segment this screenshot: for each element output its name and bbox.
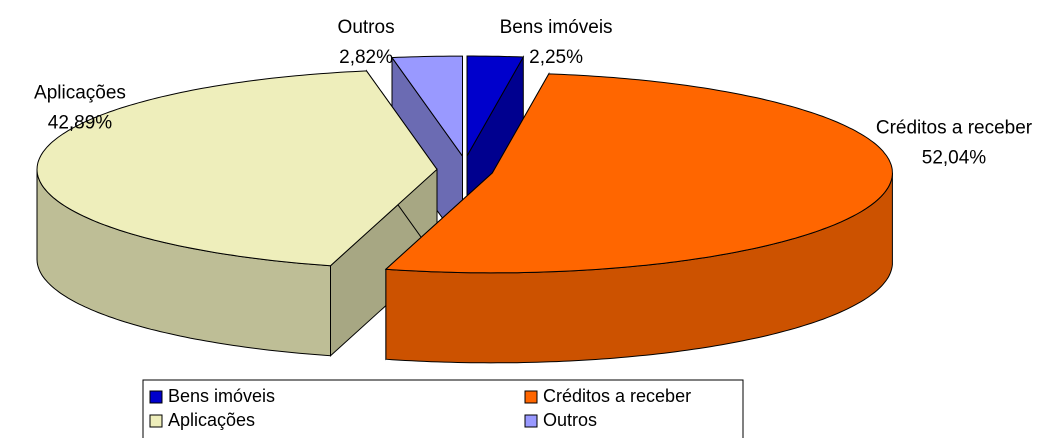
slice-value-label: 42,89% bbox=[48, 113, 113, 134]
legend-label: Bens imóveis bbox=[168, 386, 275, 406]
slice-labels: Bens imóveis 2,25% Créditos a receber 52,04… bbox=[34, 17, 1033, 169]
legend-label: Outros bbox=[543, 410, 597, 430]
slice-value-label: 52,04% bbox=[922, 148, 987, 169]
slice bbox=[391, 55, 463, 158]
legend-swatch bbox=[524, 414, 538, 428]
slice-value-label: 2,25% bbox=[529, 47, 583, 68]
legend-swatch bbox=[149, 414, 163, 428]
slice bbox=[466, 55, 525, 158]
legend-swatch bbox=[149, 390, 163, 404]
slice bbox=[384, 73, 893, 274]
slice-label: Bens imóveis bbox=[500, 17, 613, 38]
legend-swatch bbox=[524, 390, 538, 404]
legend-label: Aplicações bbox=[168, 410, 255, 430]
legend-box bbox=[142, 379, 744, 438]
slice-label: Aplicações bbox=[34, 83, 126, 104]
slice-label: Créditos a receber bbox=[876, 118, 1033, 139]
slice bbox=[36, 70, 438, 267]
legend-label: Créditos a receber bbox=[543, 386, 691, 406]
slice-label: Outros bbox=[338, 17, 395, 38]
legend: Bens imóveis Créditos a receber Aplicações… bbox=[149, 386, 691, 430]
slice-value-label: 2,82% bbox=[339, 47, 393, 68]
pie bbox=[36, 55, 893, 364]
